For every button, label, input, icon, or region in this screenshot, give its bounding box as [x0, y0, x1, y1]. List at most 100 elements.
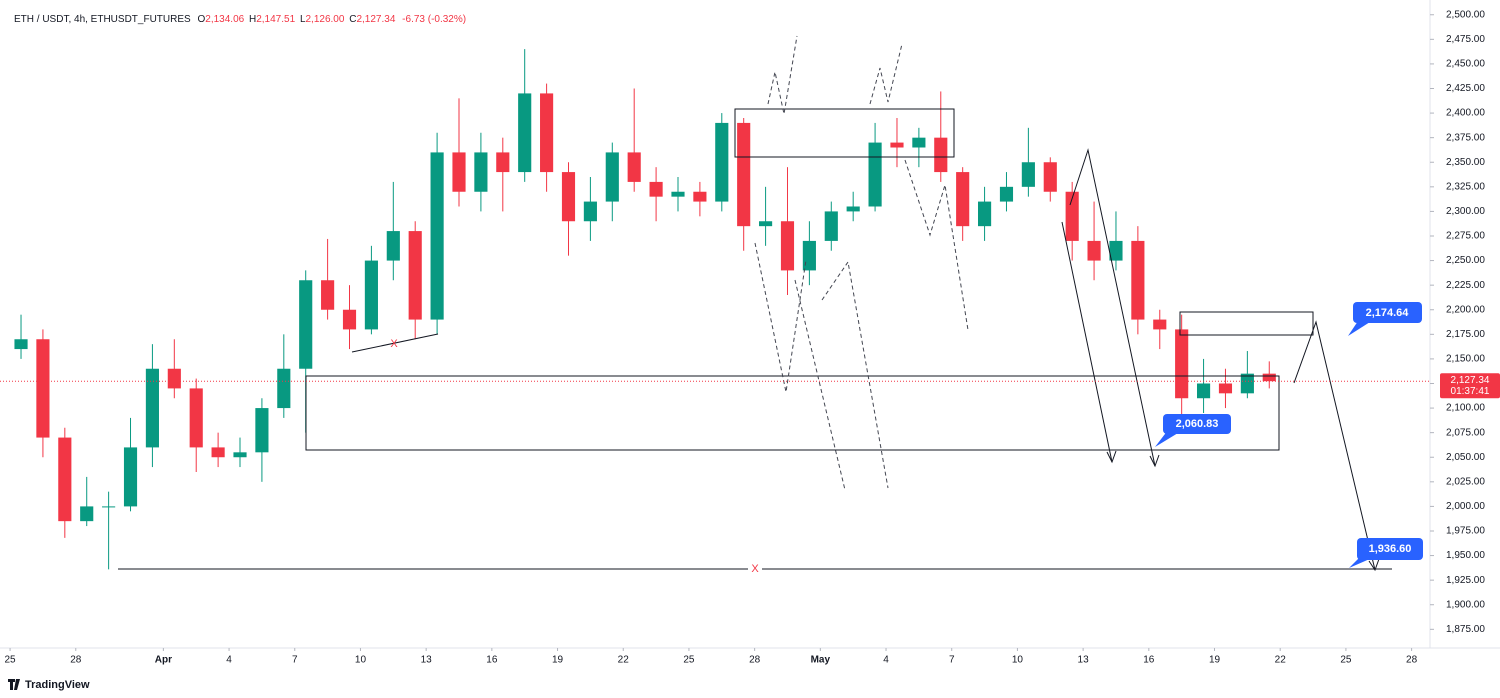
- candle-body: [452, 152, 466, 192]
- x-tick-label: 19: [552, 655, 564, 666]
- candle-body: [1218, 383, 1233, 394]
- candle-body: [408, 231, 422, 320]
- zone-box: [734, 108, 955, 158]
- x-tick-label: 28: [70, 655, 82, 666]
- dashed-path: [794, 279, 846, 491]
- ohlc-value: 2,127.34: [356, 14, 395, 25]
- candle-body: [1262, 373, 1276, 382]
- candle-body: [627, 152, 641, 182]
- x-tick-label: 7: [949, 655, 955, 666]
- candle-body: [540, 93, 554, 173]
- x-tick-label: 4: [883, 655, 889, 666]
- y-tick-label: 2,450.00: [1446, 59, 1485, 70]
- x-tick-label: 10: [355, 655, 367, 666]
- y-tick-label: 2,150.00: [1446, 354, 1485, 365]
- candle-body: [978, 201, 992, 227]
- candle-body: [255, 408, 269, 453]
- last-price-tag: [1440, 373, 1500, 399]
- logo-icon: [8, 679, 20, 690]
- x-tick-label: 28: [749, 655, 761, 666]
- symbol-title: ETH / USDT, 4h, ETHUSDT_FUTURES: [14, 14, 191, 25]
- marker-bg: [748, 563, 762, 575]
- x-tick-label: 25: [5, 655, 17, 666]
- candle-body: [364, 260, 378, 330]
- marker: X: [390, 338, 398, 350]
- y-tick-label: 2,175.00: [1446, 329, 1485, 340]
- x-tick-label: 19: [1209, 655, 1221, 666]
- arrow-line: [1293, 320, 1376, 571]
- ohlc-key: H: [249, 14, 256, 25]
- candle-body: [386, 231, 400, 261]
- callouts: 2,174.64 2,060.83 1,936.60: [1155, 302, 1423, 568]
- candle-body: [1196, 383, 1211, 399]
- x-tick-label: 25: [1340, 655, 1352, 666]
- y-tick-label: 2,500.00: [1446, 9, 1485, 20]
- legend-header: ETH / USDT, 4h, ETHUSDT_FUTURES O2,134.0…: [14, 14, 466, 25]
- y-tick-label: 1,975.00: [1446, 526, 1485, 537]
- arrow-head: [1106, 450, 1117, 464]
- marker: X: [751, 563, 759, 575]
- zone-box: [1179, 311, 1314, 336]
- dashed-path: [904, 159, 969, 331]
- candle-body: [780, 221, 795, 271]
- candle-body: [1087, 240, 1101, 261]
- candle-body: [1065, 191, 1079, 241]
- candle-body: [693, 191, 707, 202]
- candle-body: [36, 339, 50, 438]
- y-tick-label: 2,275.00: [1446, 231, 1485, 242]
- x-tick-label: May: [811, 655, 831, 666]
- y-tick-label: 2,300.00: [1446, 206, 1485, 217]
- callout-box: [1163, 414, 1231, 434]
- x-tick-label: 16: [1143, 655, 1155, 666]
- candle-body: [890, 142, 904, 148]
- callout-box: [1353, 302, 1422, 323]
- y-tick-label: 1,950.00: [1446, 550, 1485, 561]
- x-tick-label: 22: [1275, 655, 1287, 666]
- candle-body: [583, 201, 597, 222]
- candle-body: [956, 172, 970, 227]
- y-tick-label: 2,475.00: [1446, 34, 1485, 45]
- candle-body: [824, 211, 838, 241]
- candle-body: [868, 142, 882, 207]
- candle-body: [233, 452, 247, 458]
- candle-body: [167, 368, 181, 389]
- x-tick-label: 13: [421, 655, 433, 666]
- dashed-path: [754, 242, 807, 393]
- x-tick-label: 28: [1406, 655, 1418, 666]
- candle-body: [999, 186, 1014, 202]
- trend-line: [351, 333, 439, 353]
- arrow-line: [1069, 148, 1156, 467]
- candle-body: [737, 122, 751, 227]
- candle-body: [474, 152, 488, 192]
- y-tick-label: 1,875.00: [1446, 624, 1485, 635]
- candle-body: [342, 309, 357, 330]
- change: -6.73 (-0.32%): [402, 14, 466, 25]
- brand-name: TradingView: [25, 679, 90, 691]
- candle-body: [58, 437, 72, 522]
- y-tick-label: 2,050.00: [1446, 452, 1485, 463]
- candle-body: [277, 368, 291, 409]
- candle-body: [802, 240, 816, 271]
- countdown: 01:37:41: [1451, 386, 1490, 397]
- candle-body: [1043, 162, 1057, 192]
- candle-body: [1131, 240, 1145, 320]
- x-tick-label: Apr: [155, 655, 172, 666]
- candle-body: [671, 191, 685, 197]
- x-tick-label: 4: [226, 655, 232, 666]
- candle-body: [912, 137, 926, 148]
- candle-body: [1240, 373, 1254, 394]
- y-tick-label: 2,425.00: [1446, 83, 1485, 94]
- ohlc-value: 2,134.06: [205, 14, 244, 25]
- candle-body: [145, 368, 159, 448]
- y-tick-label: 2,325.00: [1446, 181, 1485, 192]
- candle-body: [649, 181, 663, 197]
- y-tick-label: 2,350.00: [1446, 157, 1485, 168]
- x-tick-label: 22: [618, 655, 630, 666]
- candle-body: [102, 506, 116, 508]
- ohlc-key: L: [300, 14, 306, 25]
- ohlc-key: O: [197, 14, 205, 25]
- zone-box: [305, 375, 1280, 451]
- candle-body: [1153, 319, 1167, 330]
